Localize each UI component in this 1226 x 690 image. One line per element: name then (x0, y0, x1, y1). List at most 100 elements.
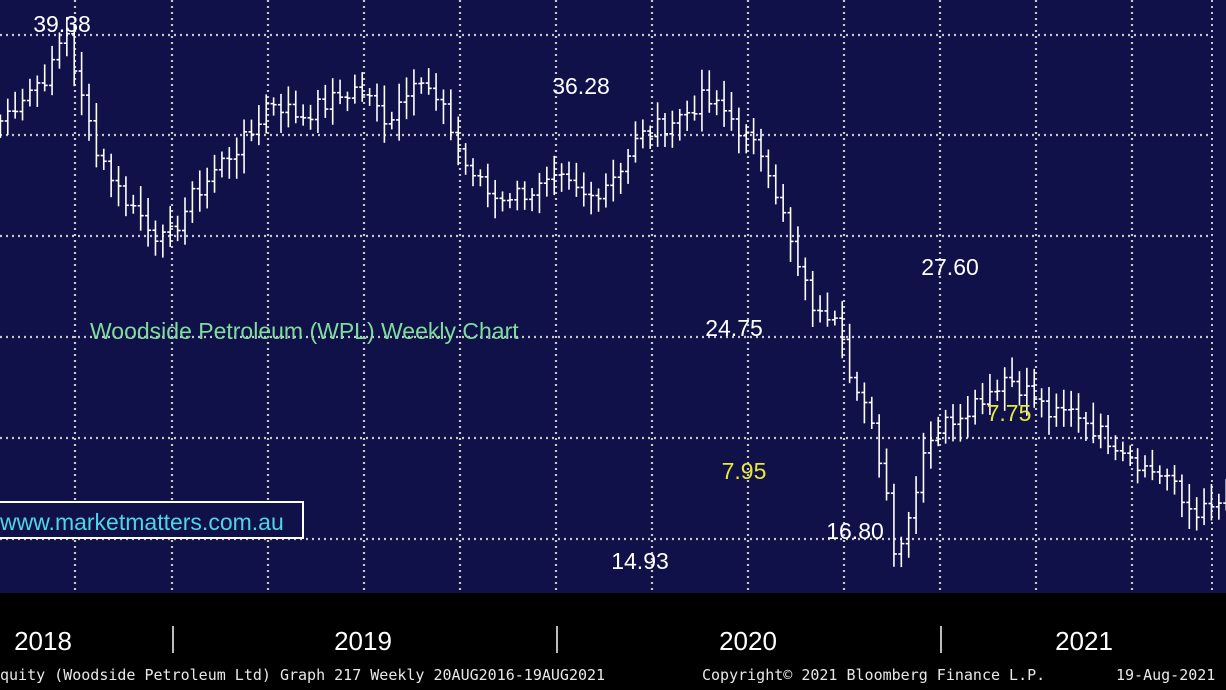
ohlc-bar (831, 310, 838, 326)
ohlc-bar (750, 117, 757, 155)
ohlc-bar (735, 107, 742, 154)
ohlc-bar (484, 163, 491, 208)
ohlc-bar (492, 179, 499, 219)
ohlc-bar (905, 511, 912, 558)
ohlc-bar (743, 124, 750, 154)
ohlc-bar (71, 24, 78, 87)
ohlc-bar (359, 72, 366, 102)
ohlc-bar (93, 102, 100, 168)
footer-security-info: quity (Woodside Petroleum Ltd) Graph 217… (0, 666, 606, 684)
ohlc-bar (4, 98, 11, 135)
website-link[interactable]: www.marketmatters.com.au (0, 501, 304, 539)
price-annotation-low-late-2020: 16.80 (826, 518, 884, 544)
price-chart (0, 0, 1226, 593)
ohlc-bar (728, 91, 735, 131)
ohlc-bar (647, 125, 654, 149)
ohlc-bar (853, 371, 860, 401)
ohlc-bar (942, 409, 949, 444)
ohlc-bar (632, 121, 639, 163)
ohlc-bar (277, 93, 284, 133)
ohlc-bar (817, 295, 824, 323)
ohlc-bar (108, 153, 115, 198)
ohlc-bar (307, 104, 314, 130)
ohlc-bar (19, 88, 26, 121)
ohlc-bar (1127, 445, 1134, 466)
ohlc-bar (994, 379, 1001, 401)
ohlc-bar (41, 64, 48, 92)
ohlc-bar (270, 97, 277, 116)
ohlc-bar (913, 476, 920, 535)
ohlc-bar (1186, 483, 1193, 529)
ohlc-bar (1156, 465, 1163, 484)
ohlc-bar (839, 301, 846, 359)
ohlc-bar (684, 100, 691, 131)
ohlc-bar (625, 149, 632, 184)
ohlc-bar (292, 90, 299, 124)
ohlc-bar (551, 155, 558, 196)
ohlc-bar (263, 94, 270, 134)
ohlc-bar (85, 83, 92, 141)
ohlc-bar (115, 166, 122, 207)
ohlc-bar (1082, 411, 1089, 441)
footer-copyright: Copyright© 2021 Bloomberg Finance L.P. (702, 666, 1046, 684)
ohlc-bar (1053, 393, 1060, 427)
ohlc-bar (529, 188, 536, 212)
ohlc-bar (1215, 493, 1222, 520)
ohlc-bar (433, 73, 440, 111)
ohlc-bar (757, 128, 764, 172)
ohlc-bar (698, 69, 705, 132)
ohlc-bar (49, 45, 56, 96)
ohlc-bar (580, 172, 587, 207)
x-tick-label-2021: 2021 (1055, 626, 1113, 656)
ohlc-bar (1119, 441, 1126, 462)
ohlc-bar (927, 421, 934, 469)
ohlc-bar (986, 373, 993, 415)
ohlc-bar (536, 172, 543, 214)
ohlc-bar (373, 83, 380, 122)
ohlc-bar (1193, 497, 1200, 531)
ohlc-bar (1016, 371, 1023, 406)
ohlc-bar (565, 161, 572, 190)
ohlc-bar (462, 143, 469, 175)
x-axis (0, 593, 1226, 660)
move-annotation-rally-2: 7.75 (986, 400, 1032, 426)
ohlc-bar (521, 181, 528, 210)
price-annotation-low-2020: 14.93 (611, 548, 669, 574)
footer-bar: quity (Woodside Petroleum Ltd) Graph 217… (0, 660, 1226, 690)
ohlc-bar (1075, 393, 1082, 433)
ohlc-bar (1164, 468, 1171, 491)
ohlc-bar (957, 403, 964, 442)
x-tick-label-2018: 2018 (14, 626, 72, 656)
ohlc-bar (351, 74, 358, 104)
ohlc-bar (388, 111, 395, 130)
ohlc-bar (337, 79, 344, 105)
ohlc-bar (447, 89, 454, 141)
ohlc-bar (883, 448, 890, 501)
ohlc-bar (137, 186, 144, 231)
ohlc-bar (713, 90, 720, 116)
ohlc-bar (1171, 465, 1178, 495)
ohlc-bar (403, 77, 410, 120)
ohlc-bar (241, 119, 248, 174)
ohlc-bar (167, 206, 174, 247)
ohlc-bar (440, 89, 447, 125)
ohlc-bar (344, 91, 351, 112)
ohlc-bar (1090, 402, 1097, 444)
ohlc-bar (861, 382, 868, 424)
price-annotation-high-2018: 39.38 (33, 11, 91, 37)
ohlc-bar (780, 184, 787, 222)
ohlc-bar (772, 164, 779, 205)
ohlc-bar (691, 95, 698, 121)
price-annotation-high-2021: 27.60 (921, 254, 979, 280)
ohlc-bar (935, 416, 942, 447)
ohlc-bar (159, 224, 166, 258)
ohlc-bar (824, 292, 831, 327)
ohlc-bar (543, 166, 550, 197)
ohlc-bar (514, 180, 521, 211)
ohlc-bar (1134, 448, 1141, 484)
ohlc-bar (1009, 357, 1016, 388)
ohlc-bar (396, 83, 403, 141)
ohlc-bar (152, 220, 159, 256)
ohlc-bar (890, 483, 897, 567)
